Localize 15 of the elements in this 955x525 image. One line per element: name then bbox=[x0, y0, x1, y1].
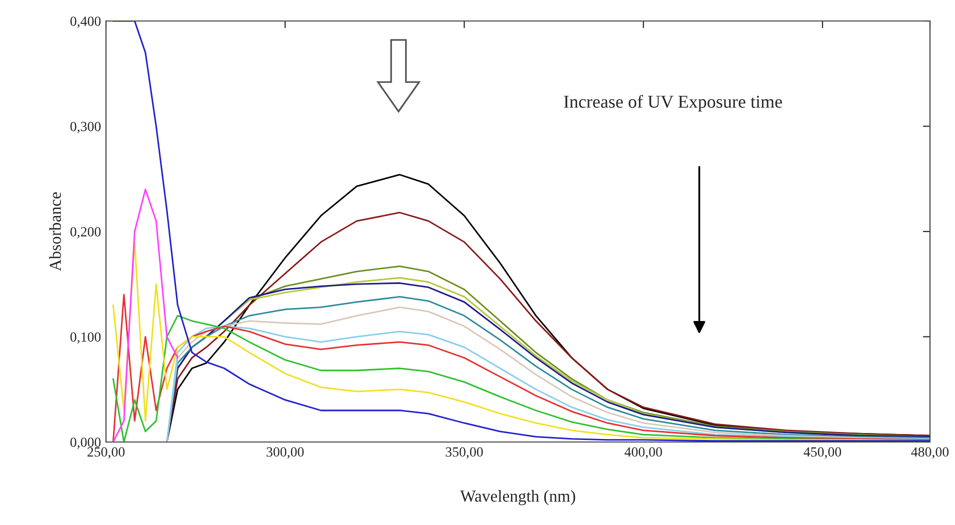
annotation: Increase of UV Exposure time bbox=[564, 94, 782, 112]
x-axis-title: Wavelength (nm) bbox=[460, 490, 576, 506]
x-tick-label: 480,00 bbox=[911, 447, 949, 459]
y-tick-label: 0,300 bbox=[70, 122, 101, 134]
line-series bbox=[112, 188, 178, 442]
x-tick-label: 300,00 bbox=[266, 447, 304, 459]
y-tick-label: 0,400 bbox=[70, 16, 101, 28]
x-tick-label: 250,00 bbox=[88, 447, 125, 459]
x-tick-label: 350,00 bbox=[446, 447, 483, 459]
x-tick-label: 450,00 bbox=[804, 447, 842, 459]
y-axis-title: Absorbance bbox=[49, 192, 61, 272]
y-tick-label: 0,000 bbox=[70, 438, 101, 449]
y-tick-label: 0,200 bbox=[70, 227, 101, 238]
x-tick-label: 400,00 bbox=[624, 447, 662, 459]
y-tick-label: 0,100 bbox=[70, 332, 101, 344]
